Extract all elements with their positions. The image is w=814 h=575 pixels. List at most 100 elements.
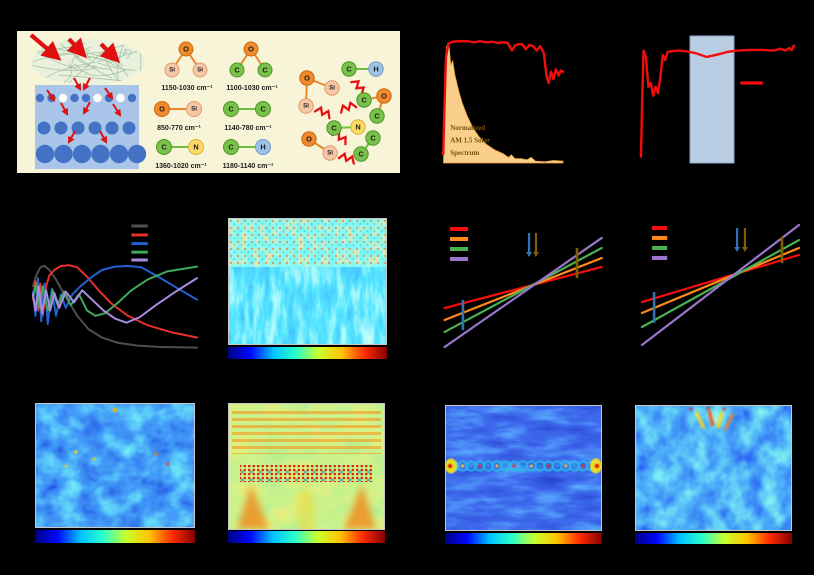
atom-H: H bbox=[255, 139, 271, 155]
sim-j-scattering-band bbox=[446, 458, 601, 474]
sim-e-dot-lattice bbox=[229, 219, 386, 265]
svg-text:H: H bbox=[373, 65, 378, 74]
atom-Si: Si bbox=[192, 62, 208, 78]
svg-text:N: N bbox=[355, 123, 360, 132]
crosslink-squiggle bbox=[350, 80, 366, 96]
sim-i-beams bbox=[237, 484, 376, 529]
sim-k-texture bbox=[636, 406, 791, 530]
svg-text:O: O bbox=[183, 45, 189, 54]
particle-sphere bbox=[105, 121, 119, 135]
svg-text:C: C bbox=[374, 112, 380, 121]
atom-C: C bbox=[341, 61, 357, 77]
sim-i-wavefront-stripes bbox=[232, 409, 381, 454]
particle-sphere bbox=[127, 144, 147, 164]
particle-sphere bbox=[54, 121, 68, 135]
atom-H: H bbox=[368, 61, 384, 77]
atom-O: O bbox=[301, 131, 317, 147]
svg-text:Si: Si bbox=[303, 103, 309, 110]
solar-spectrum-label: AM 1.5 Solar bbox=[450, 136, 490, 144]
scattered-ray-arrow bbox=[99, 130, 108, 144]
atom-C: C bbox=[223, 139, 239, 155]
svg-text:Si: Si bbox=[169, 67, 175, 74]
svg-text:C: C bbox=[161, 143, 167, 152]
svg-text:Si: Si bbox=[197, 67, 203, 74]
sim-i-particle-array bbox=[240, 465, 373, 482]
bond-range-label: 850-770 cm⁻¹ bbox=[157, 125, 201, 132]
svg-text:C: C bbox=[228, 143, 234, 152]
particle-sphere bbox=[35, 144, 55, 164]
red-curve bbox=[32, 264, 198, 339]
chart-solar-reflectance: Normalized AM 1.5 Solar Spectrum bbox=[442, 39, 565, 164]
colorbar-jet-h bbox=[35, 530, 195, 543]
solar-spectrum-label: Normalized bbox=[450, 124, 485, 132]
purple-line bbox=[443, 236, 603, 349]
svg-text:O: O bbox=[159, 105, 165, 114]
sim-j-texture bbox=[446, 406, 601, 530]
scattered-ray-arrow bbox=[82, 77, 91, 91]
crosslink-squiggle bbox=[340, 100, 358, 114]
atom-Si: Si bbox=[298, 98, 314, 114]
atom-C: C bbox=[229, 62, 245, 78]
scattered-ray-arrow bbox=[104, 87, 114, 100]
atom-C: C bbox=[326, 120, 342, 136]
chart-crossing-lines-2 bbox=[640, 223, 801, 347]
svg-text:O: O bbox=[306, 135, 312, 144]
atom-C: C bbox=[365, 130, 381, 146]
colorbar-jet-e bbox=[228, 347, 387, 359]
brown-down-arrow-head bbox=[532, 252, 539, 258]
atom-C: C bbox=[257, 62, 273, 78]
bond-range-label: 1150-1030 cm⁻¹ bbox=[161, 85, 213, 92]
gray-curve bbox=[32, 264, 198, 349]
atom-Si: Si bbox=[324, 80, 340, 96]
svg-text:C: C bbox=[331, 124, 337, 133]
svg-text:C: C bbox=[361, 96, 367, 105]
colorbar-jet-j bbox=[445, 533, 602, 544]
scattered-ray-arrow bbox=[46, 89, 56, 102]
orange-line bbox=[640, 246, 801, 315]
svg-text:Si: Si bbox=[329, 85, 335, 92]
chart-crossing-lines-1 bbox=[443, 226, 603, 349]
chart-scattering-spectra bbox=[32, 224, 198, 349]
bond-range-label: 1100-1030 cm⁻¹ bbox=[226, 85, 278, 92]
sim-h-texture bbox=[36, 404, 194, 527]
atom-O: O bbox=[299, 70, 315, 86]
atmospheric-window-band bbox=[689, 35, 735, 164]
svg-text:C: C bbox=[370, 134, 376, 143]
emissivity-curve bbox=[639, 44, 796, 158]
scattered-ray-arrow bbox=[82, 101, 91, 115]
svg-text:C: C bbox=[358, 150, 364, 159]
svg-text:Si: Si bbox=[191, 106, 197, 113]
crosslink-squiggle bbox=[313, 105, 331, 120]
incident-light-arrow bbox=[99, 42, 121, 64]
atom-Si: Si bbox=[186, 101, 202, 117]
fiber-scattering-schematic bbox=[29, 33, 147, 169]
scattered-ray-arrow bbox=[67, 130, 76, 144]
sim-swirl-field-2 bbox=[635, 405, 792, 531]
sim-k-hot-streaks bbox=[689, 406, 735, 431]
colorbar-jet-i bbox=[228, 531, 385, 543]
scattered-ray-arrow bbox=[73, 77, 82, 91]
atom-C: C bbox=[255, 101, 271, 117]
sim-particle-array-field bbox=[228, 403, 385, 530]
particle-sphere bbox=[109, 144, 129, 164]
svg-text:O: O bbox=[381, 92, 387, 101]
atom-Si: Si bbox=[322, 145, 338, 161]
particle-sphere bbox=[37, 121, 51, 135]
particle-sphere bbox=[58, 93, 68, 103]
particle-sphere bbox=[116, 93, 125, 103]
particle-sphere bbox=[122, 121, 136, 135]
reflectance-curve bbox=[442, 39, 565, 156]
green-line bbox=[640, 238, 801, 329]
bond-assignment-grid: O Si Si 1150-1030 cm⁻¹ O C C 1100-1030 cm⁻¹ O Si 8… bbox=[17, 31, 400, 173]
sim-swirl-field-1 bbox=[35, 403, 195, 528]
solar-spectrum-label: Spectrum bbox=[450, 149, 479, 157]
purple-curve bbox=[32, 277, 198, 324]
atom-N: N bbox=[350, 119, 366, 135]
scattered-ray-arrow bbox=[112, 103, 122, 117]
particle-sphere bbox=[70, 93, 79, 103]
particle-sphere bbox=[35, 93, 45, 103]
atom-C: C bbox=[356, 92, 372, 108]
blue-down-arrow-head bbox=[734, 246, 741, 252]
green-line bbox=[443, 246, 603, 334]
